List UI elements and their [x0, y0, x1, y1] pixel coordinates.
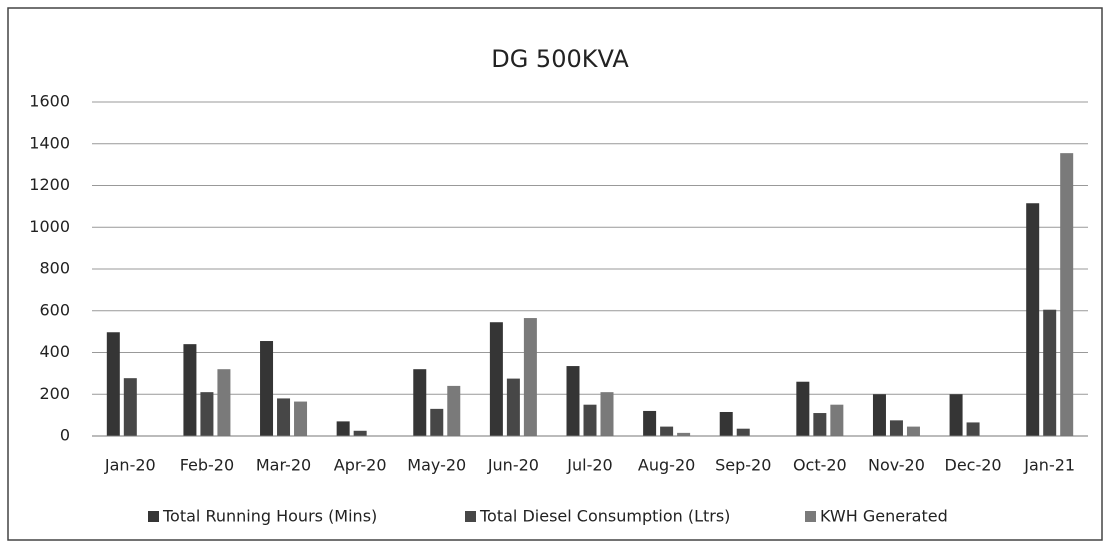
y-tick-label: 1200: [29, 175, 70, 194]
y-tick-label: 400: [39, 342, 70, 361]
x-tick-label: Apr-20: [334, 456, 387, 475]
bar: [966, 422, 980, 436]
legend-swatch: [148, 511, 159, 522]
bar: [217, 369, 231, 436]
x-tick-label: Dec-20: [945, 456, 1002, 475]
x-tick-label: Aug-20: [638, 456, 695, 475]
bar: [643, 410, 657, 436]
x-tick-label: Sep-20: [715, 456, 771, 475]
legend-label: Total Diesel Consumption (Ltrs): [479, 507, 730, 526]
bar: [506, 378, 520, 436]
y-tick-label: 1400: [29, 133, 70, 152]
bar: [430, 408, 444, 436]
bar: [336, 421, 350, 436]
legend-label: KWH Generated: [820, 507, 948, 526]
bar: [830, 404, 844, 436]
bar: [260, 341, 274, 436]
y-tick-label: 200: [39, 384, 70, 403]
bar: [872, 394, 886, 436]
bar: [1060, 153, 1074, 437]
x-tick-label: Nov-20: [868, 456, 925, 475]
bar: [1043, 309, 1057, 436]
x-tick-label: Feb-20: [180, 456, 234, 475]
chart-frame: [7, 7, 1103, 541]
bar: [277, 398, 291, 436]
bar: [583, 404, 597, 436]
x-tick-label: Jul-20: [566, 456, 612, 475]
bar: [566, 366, 580, 436]
bar: [949, 394, 963, 436]
x-tick-label: Jan-20: [104, 456, 156, 475]
bar: [447, 385, 461, 436]
bar: [889, 420, 903, 436]
y-tick-label: 1000: [29, 217, 70, 236]
bar: [719, 411, 733, 436]
bar: [677, 432, 691, 436]
bar: [183, 344, 197, 436]
bar: [1026, 203, 1040, 436]
bar: [294, 401, 308, 436]
bar: [796, 381, 810, 436]
bar: [489, 322, 503, 436]
y-tick-label: 600: [39, 300, 70, 319]
x-tick-label: Oct-20: [793, 456, 847, 475]
bar: [413, 369, 427, 436]
bar: [660, 426, 674, 436]
bar: [523, 318, 537, 436]
bar: [813, 413, 827, 436]
y-tick-label: 1600: [29, 92, 70, 111]
bar: [200, 392, 214, 436]
bar: [906, 426, 920, 436]
x-tick-label: May-20: [407, 456, 466, 475]
legend-swatch: [465, 511, 476, 522]
bar: [123, 378, 137, 436]
x-tick-label: Jan-21: [1023, 456, 1075, 475]
legend-swatch: [805, 511, 816, 522]
legend-label: Total Running Hours (Mins): [162, 507, 377, 526]
bar: [106, 332, 120, 436]
bar: [353, 430, 367, 436]
y-tick-label: 0: [60, 426, 70, 445]
bar: [600, 392, 614, 436]
x-tick-label: Jun-20: [487, 456, 539, 475]
chart-title: DG 500KVA: [491, 45, 629, 73]
bar: [736, 428, 750, 436]
x-tick-label: Mar-20: [256, 456, 311, 475]
y-tick-label: 800: [39, 259, 70, 278]
